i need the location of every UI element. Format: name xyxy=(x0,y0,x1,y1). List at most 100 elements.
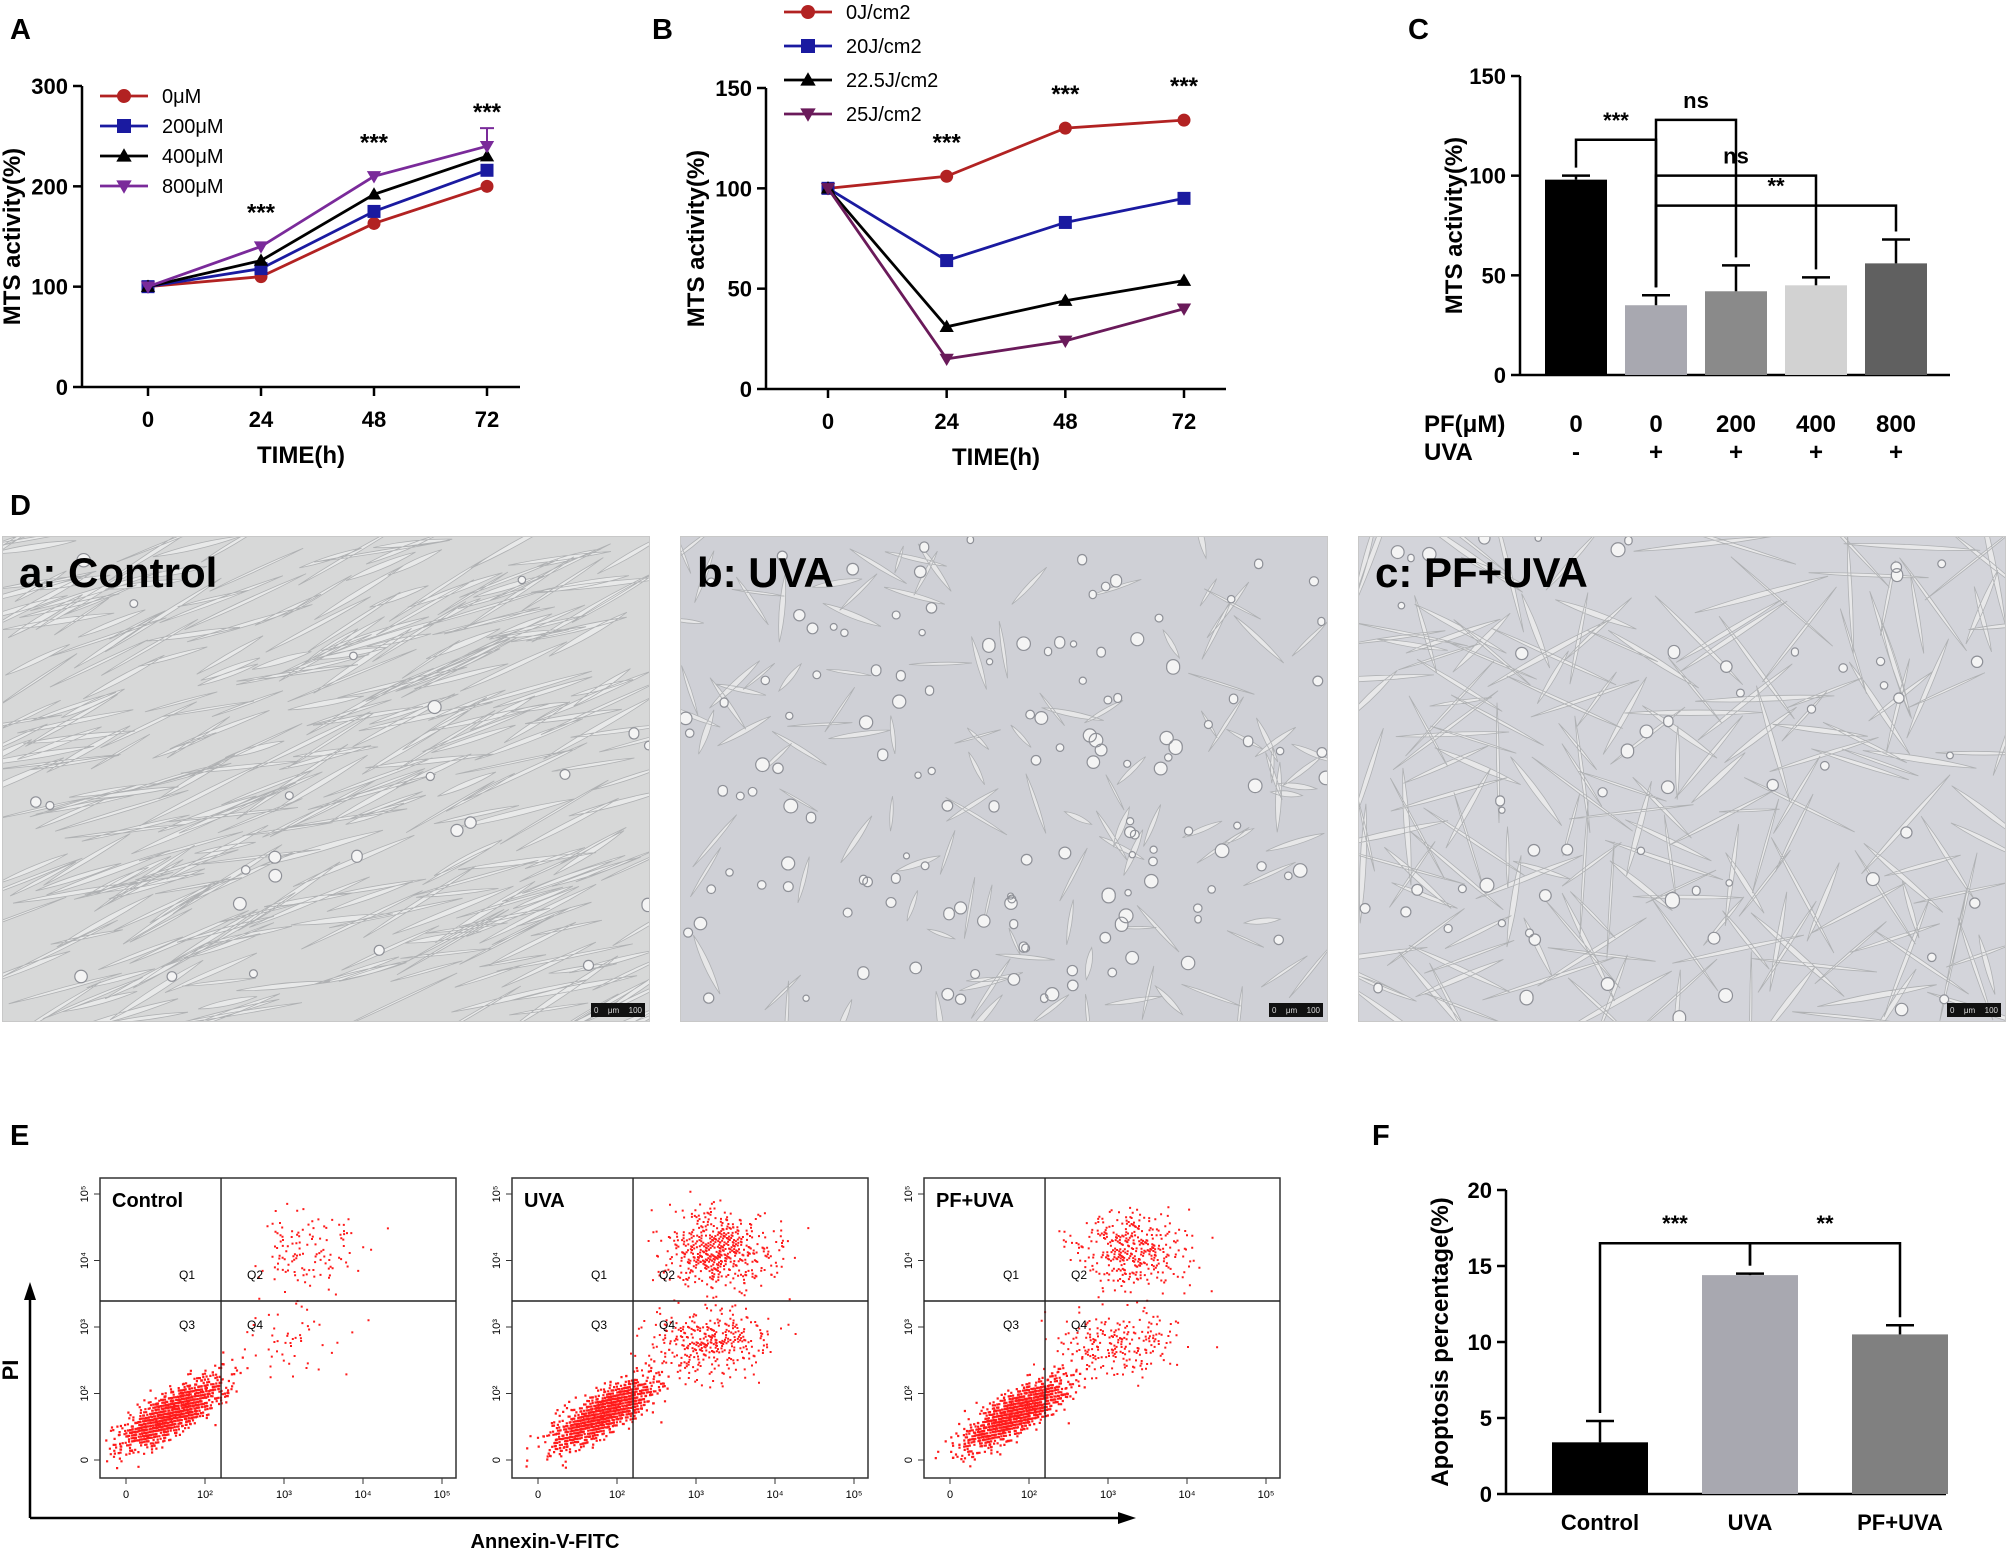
bar xyxy=(1852,1334,1948,1494)
micrograph-label: a: Control xyxy=(19,549,218,596)
uva-label: + xyxy=(1729,439,1743,466)
data-point xyxy=(1058,121,1072,135)
annexin-axis-title: Annexin-V-FITC xyxy=(471,1531,620,1552)
bar xyxy=(1625,305,1687,375)
bar xyxy=(1702,1275,1798,1494)
flow-plot-2: Q1 Q2 Q3 Q4 PF+UVA 0 10² 10³ 10⁴ 10⁵ 0 10² 10³ 10⁴ 10⁵ xyxy=(903,1177,1281,1501)
y-tick-label: 10² xyxy=(491,1385,503,1401)
uva-label: + xyxy=(1809,439,1823,466)
scale-bar-end: 100 xyxy=(628,1005,642,1015)
y-tick-label: 10⁵ xyxy=(903,1186,915,1203)
y-tick-label: 10⁴ xyxy=(903,1252,915,1269)
quadrant-label-q1: Q1 xyxy=(179,1268,195,1282)
legend-label: 0μM xyxy=(162,86,201,108)
data-point xyxy=(939,319,954,332)
legend-marker xyxy=(800,72,816,86)
legend-label: 200μM xyxy=(162,116,224,138)
x-tick-label: 0 xyxy=(123,1489,129,1501)
round-cells xyxy=(1359,537,1984,1021)
data-point xyxy=(253,241,269,254)
quadrant-label-q4: Q4 xyxy=(247,1318,263,1332)
data-point xyxy=(140,281,156,294)
y-tick-label: 10³ xyxy=(79,1319,91,1335)
data-point xyxy=(1058,215,1072,229)
scale-bar-start: 0 xyxy=(594,1005,599,1015)
round-cells xyxy=(29,552,649,984)
y-tick-label: 0 xyxy=(740,377,752,402)
significance-label: *** xyxy=(1662,1211,1688,1236)
dot-cloud xyxy=(525,1190,810,1469)
panel-letter-c: C xyxy=(1408,14,1429,46)
scale-bar: 0 μm 100 xyxy=(591,1003,645,1017)
y-tick-label: 150 xyxy=(1469,64,1506,89)
row-label-pf: PF(μM) xyxy=(1424,411,1505,438)
data-point xyxy=(366,171,382,184)
y-tick-label: 0 xyxy=(1480,1482,1492,1507)
line-chart-a: 0 100 200 300 0 24 48 72 TIME(h) MTS activity(%) *… xyxy=(0,74,520,469)
quadrant-label-q4: Q4 xyxy=(659,1318,675,1332)
data-point xyxy=(1177,191,1191,205)
quadrant-label-q2: Q2 xyxy=(659,1268,675,1282)
panel-letter-f: F xyxy=(1372,1120,1390,1152)
significance-label: *** xyxy=(1603,108,1629,133)
data-point xyxy=(1176,303,1192,316)
flow-panel-label: PF+UVA xyxy=(936,1190,1014,1212)
quadrant-label-q4: Q4 xyxy=(1071,1318,1087,1332)
bar-chart-c: 0 50 100 150 MTS activity(%) *** ns ns ** PF(μM)U… xyxy=(1424,64,1950,466)
series-3 xyxy=(140,141,495,294)
y-tick-label: 0 xyxy=(903,1457,915,1463)
row-label-uva: UVA xyxy=(1424,439,1473,466)
data-point xyxy=(940,169,954,183)
significance-label: ** xyxy=(1767,174,1785,199)
y-tick-label: 10³ xyxy=(903,1319,915,1335)
y-tick-label: 100 xyxy=(1469,164,1506,189)
quadrant-label-q1: Q1 xyxy=(591,1268,607,1282)
cell-shapes xyxy=(3,537,649,1021)
round-cells xyxy=(681,537,1327,1005)
x-tick-label: 48 xyxy=(1053,409,1077,434)
dot-cloud xyxy=(105,1202,389,1470)
quadrant-label-q2: Q2 xyxy=(247,1268,263,1282)
micrograph-control: a: Control 0 μm 100 xyxy=(2,536,650,1022)
x-tick-label: 10⁵ xyxy=(1258,1489,1275,1501)
uva-label: - xyxy=(1572,439,1580,466)
x-tick-label: 10² xyxy=(609,1489,625,1501)
series-line xyxy=(147,144,488,288)
series-line xyxy=(826,187,1185,361)
significance-label: *** xyxy=(247,200,276,227)
scale-bar-end: 100 xyxy=(1984,1005,1998,1015)
y-tick-label: 0 xyxy=(1494,363,1506,388)
category-label: 0 xyxy=(1649,411,1662,438)
x-tick-label: 0 xyxy=(822,409,834,434)
scale-bar-end: 100 xyxy=(1306,1005,1320,1015)
flow-plot-0: Q1 Q2 Q3 Q4 Control 0 10² 10³ 10⁴ 10⁵ 0 10² 10³ 10⁴ 10… xyxy=(79,1177,457,1501)
quadrant-label-q3: Q3 xyxy=(179,1318,195,1332)
category-label: 400 xyxy=(1796,411,1836,438)
x-tick-label: 10⁵ xyxy=(434,1489,451,1501)
category-label: PF+UVA xyxy=(1857,1510,1943,1535)
y-tick-label: 10 xyxy=(1468,1330,1492,1355)
x-tick-label: 10³ xyxy=(1100,1489,1116,1501)
y-tick-label: 150 xyxy=(715,76,752,101)
uva-label: + xyxy=(1889,439,1903,466)
series-line xyxy=(147,185,488,289)
flow-cytometry-panel: PI Annexin-V-FITC Q1 Q2 Q3 Q4 Control 0 10² 10³ 10… xyxy=(0,1177,1281,1552)
x-axis-title: TIME(h) xyxy=(952,444,1040,471)
flow-plot-1: Q1 Q2 Q3 Q4 UVA 0 10² 10³ 10⁴ 10⁵ 0 10² 10³ 10⁴ 10⁵ xyxy=(491,1177,869,1501)
bar xyxy=(1552,1442,1648,1494)
scatter-dots xyxy=(105,1202,389,1470)
panel-letter-a: A xyxy=(10,14,31,46)
y-tick-label: 10⁴ xyxy=(491,1252,503,1269)
x-tick-label: 72 xyxy=(1172,409,1196,434)
flow-panel-label: Control xyxy=(112,1190,183,1212)
micrograph-label: c: PF+UVA xyxy=(1375,549,1588,596)
legend-label: 800μM xyxy=(162,176,224,198)
y-tick-label: 50 xyxy=(728,277,752,302)
panel-letter-d: D xyxy=(10,490,31,522)
data-point xyxy=(480,179,494,193)
scale-bar-unit: μm xyxy=(1963,1005,1976,1015)
bar xyxy=(1865,263,1927,375)
quadrant-label-q2: Q2 xyxy=(1071,1268,1087,1282)
significance-label: *** xyxy=(1170,73,1199,100)
scale-bar: 0 μm 100 xyxy=(1947,1003,2001,1017)
